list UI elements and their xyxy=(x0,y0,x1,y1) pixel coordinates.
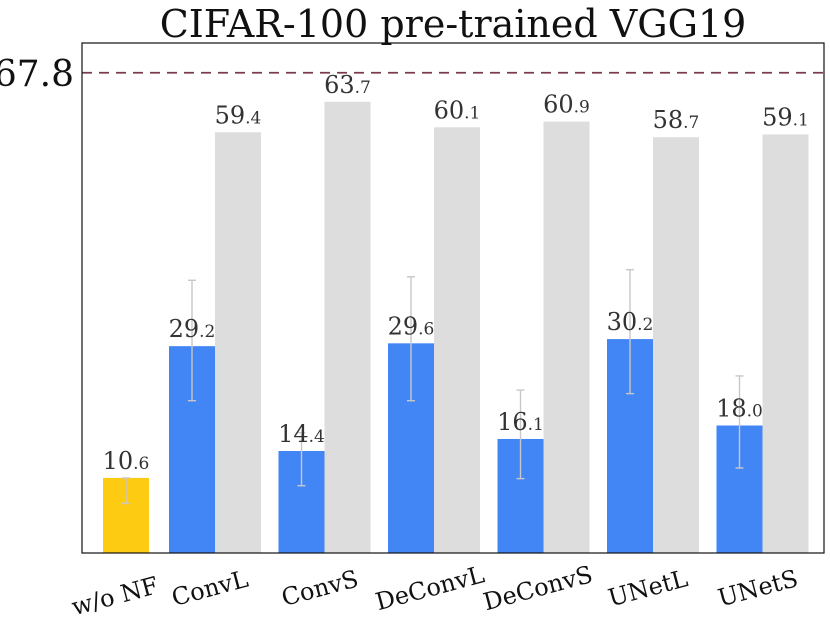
value-label-blue: 18.0 xyxy=(716,395,763,423)
x-tick-label: UNetS xyxy=(715,564,801,612)
bar-gray xyxy=(215,132,261,553)
error-bar-blue xyxy=(297,431,306,487)
x-tick-label: DeConvS xyxy=(480,560,595,616)
value-label-gray: 63.7 xyxy=(324,71,371,99)
x-tick-label: UNetL xyxy=(605,564,691,612)
error-bar-blue xyxy=(407,276,415,402)
reference-line-label: 67.8 xyxy=(0,54,74,95)
bar-gray xyxy=(324,101,371,554)
value-label-gray: 58.7 xyxy=(653,106,700,134)
error-bar-baseline xyxy=(122,477,130,505)
value-label-blue: 16.1 xyxy=(497,408,544,436)
value-label-blue: 29.2 xyxy=(169,315,216,343)
bar-gray xyxy=(762,134,809,553)
bar-gray xyxy=(653,137,699,554)
error-bar-blue xyxy=(516,389,525,480)
value-label-gray: 59.1 xyxy=(762,103,809,131)
error-bar-blue xyxy=(188,279,196,402)
error-bar-blue xyxy=(735,375,744,469)
value-label-baseline: 10.6 xyxy=(103,447,150,475)
plot-frame xyxy=(81,42,825,554)
error-bar-blue xyxy=(626,268,634,395)
value-label-gray: 60.9 xyxy=(543,91,590,119)
x-tick-label: DeConvL xyxy=(373,560,488,616)
value-label-blue: 30.2 xyxy=(607,308,654,336)
value-label-blue: 14.4 xyxy=(278,420,325,448)
bar-gray xyxy=(543,121,590,553)
x-tick-label: ConvL xyxy=(169,565,251,612)
x-tick-label: w/o NF xyxy=(69,571,162,621)
bar-gray xyxy=(434,127,480,554)
chart-title: CIFAR-100 pre-trained VGG19 xyxy=(160,2,747,46)
value-label-gray: 59.4 xyxy=(215,101,262,129)
value-label-blue: 29.6 xyxy=(388,312,435,340)
value-label-gray: 60.1 xyxy=(434,96,481,124)
x-tick-label: ConvS xyxy=(278,565,361,612)
